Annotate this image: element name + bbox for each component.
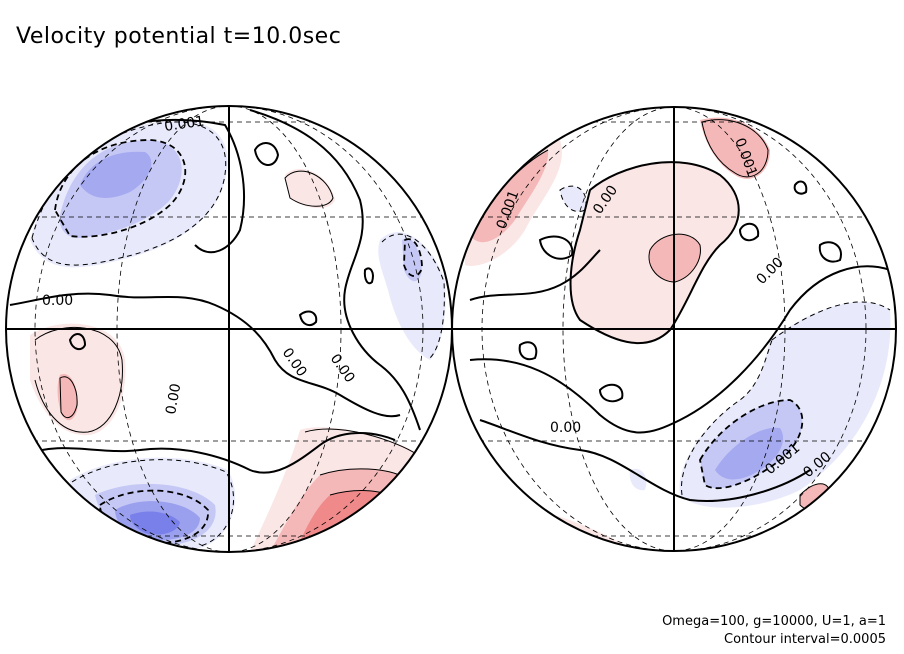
parameters-note: Omega=100, g=10000, U=1, a=1 [662, 614, 886, 629]
contour-interval-note: Contour interval=0.0005 [724, 632, 886, 647]
left-negative-region-3 [80, 151, 152, 198]
right-negative-region-5 [629, 468, 647, 491]
right-negative-region-3 [715, 427, 784, 480]
left-contour-label: 0.001 [163, 114, 205, 135]
right-positive-region-5 [470, 150, 549, 243]
left-positive-region-3 [285, 169, 335, 209]
left-hemisphere: 0.001 0.00 0.00 0.00 0.00 [5, 105, 453, 553]
left-positive-region-1 [30, 323, 126, 436]
chart-title: Velocity potential t=10.0sec [16, 24, 342, 49]
right-hemisphere: 0.001 0.001 0.00 0.00 0.00 0.001 0.00 [451, 106, 897, 552]
left-contour-label: 0.00 [163, 382, 184, 415]
right-positive-region-3 [700, 117, 770, 179]
left-contour-label: 0.00 [42, 293, 73, 309]
right-globe-outline [451, 106, 897, 552]
left-negative-region-5 [402, 238, 422, 282]
right-contour-label: 0.00 [550, 420, 581, 436]
left-positive-region-2 [57, 374, 78, 421]
